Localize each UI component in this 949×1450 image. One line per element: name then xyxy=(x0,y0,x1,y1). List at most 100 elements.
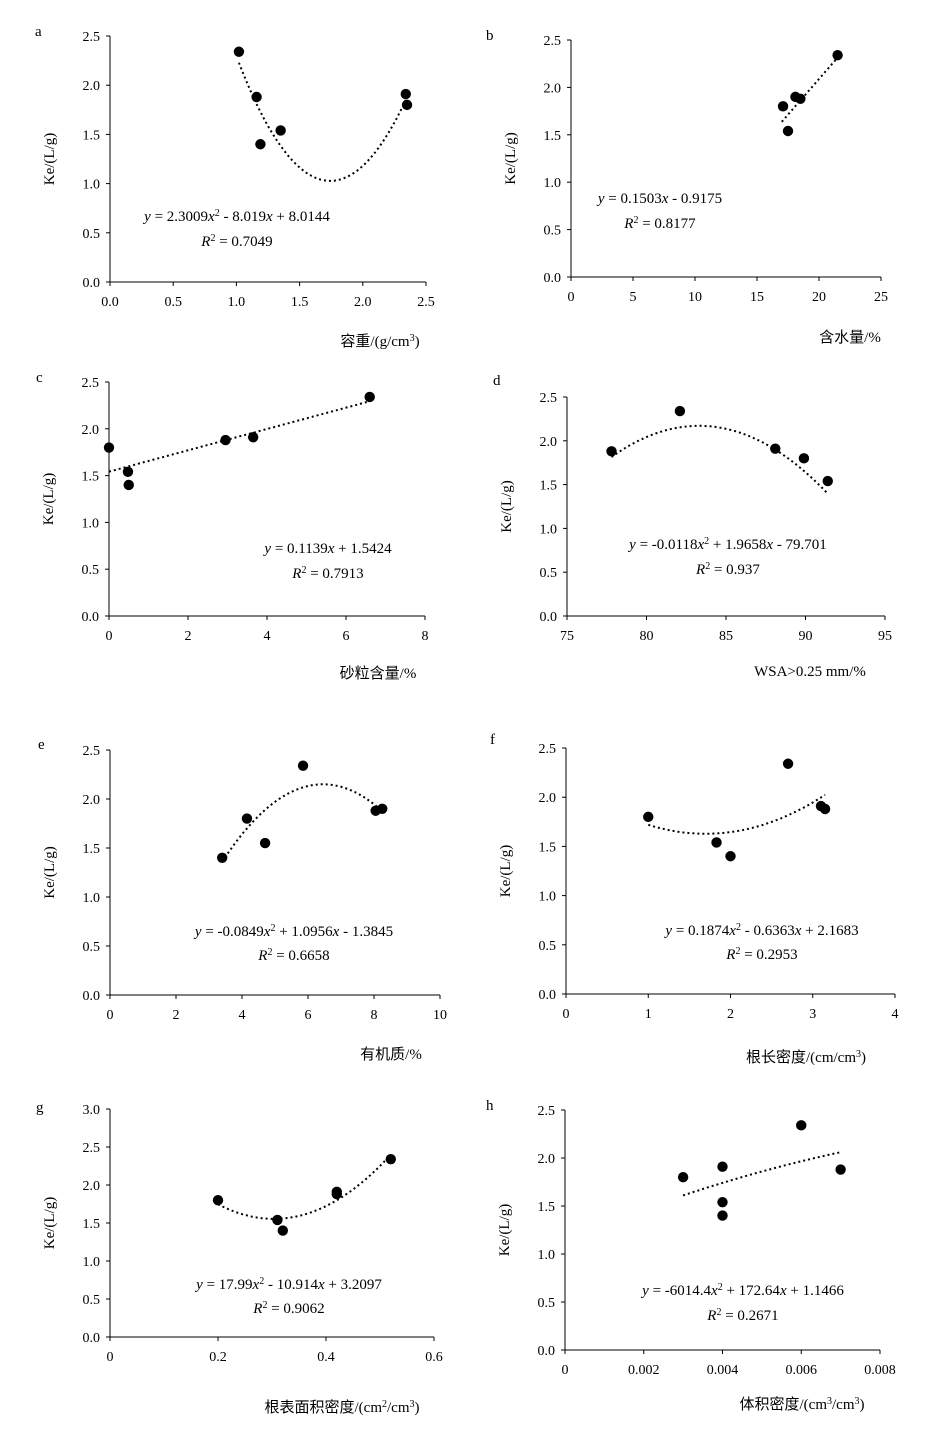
y-axis-label: Ke/(L/g) xyxy=(499,480,515,532)
y-axis-label: Ke/(L/g) xyxy=(41,473,57,525)
data-point xyxy=(247,432,259,443)
y-tick-label: 0.5 xyxy=(83,940,101,955)
data-point xyxy=(717,1161,728,1172)
y-axis-label: Ke/(L/g) xyxy=(42,846,58,898)
x-tick-label: 10 xyxy=(688,290,702,305)
data-point xyxy=(674,405,686,417)
x-tick-label: 10 xyxy=(433,1008,447,1023)
panel-letter: h xyxy=(486,1098,494,1114)
y-tick-label: 0.5 xyxy=(538,1296,556,1311)
x-tick-label: 25 xyxy=(874,290,888,305)
y-axis-label: Ke/(L/g) xyxy=(503,132,519,184)
y-tick-label: 0.0 xyxy=(83,276,101,291)
x-tick-label: 80 xyxy=(640,629,654,644)
r-squared: R2 = 0.6658 xyxy=(257,947,329,965)
y-axis-label: Ke/(L/g) xyxy=(42,1197,58,1249)
trend-line xyxy=(237,62,408,182)
y-tick-label: 1.5 xyxy=(540,479,558,494)
panel-letter: b xyxy=(486,28,494,44)
data-point xyxy=(220,434,231,446)
r-squared: R2 = 0.9062 xyxy=(252,1300,324,1318)
regression-equation: y = -0.0118x2 + 1.9658x - 79.701 xyxy=(627,536,827,554)
panel-letter: a xyxy=(35,24,42,40)
y-tick-label: 2.5 xyxy=(544,34,562,49)
panel-letter: g xyxy=(36,1100,44,1116)
regression-equation: y = -6014.4x2 + 172.64x + 1.1466 xyxy=(640,1282,844,1300)
trend-line xyxy=(781,54,841,123)
x-axis-label: 容重/(g/cm3) xyxy=(340,333,419,351)
trend-line xyxy=(217,1154,392,1220)
trend-line xyxy=(221,783,383,863)
panel-h: h 0.0 0.5 1.0 1.5 2.0 2.5 0 0.002 0.004 0.006 0.008… xyxy=(486,1098,896,1413)
panel-f: f 0.0 0.5 1.0 1.5 2.0 2.5 0 1 2 3 4 Ke/(L/g) 根长密度/(cm… xyxy=(490,732,899,1066)
x-tick-label: 1.0 xyxy=(228,295,246,310)
data-point xyxy=(606,446,617,457)
regression-equation: y = -0.0849x2 + 1.0956x - 1.3845 xyxy=(193,923,393,941)
y-tick-label: 3.0 xyxy=(83,1103,101,1118)
panel-a: a 0.0 0.5 1.0 1.5 2.0 2.5 0.0 0.5 1.0 1.5 2.0 2.5 Ke/… xyxy=(35,24,435,350)
data-point xyxy=(711,837,722,848)
x-tick-label: 0.2 xyxy=(209,1350,227,1365)
y-tick-label: 1.0 xyxy=(83,178,101,193)
y-tick-label: 0.0 xyxy=(83,989,101,1004)
panel-letter: e xyxy=(38,737,45,753)
x-tick-label: 0 xyxy=(568,290,575,305)
y-tick-label: 0.0 xyxy=(539,988,557,1003)
data-point xyxy=(385,1153,396,1165)
x-tick-label: 0.002 xyxy=(628,1363,660,1378)
x-axis-label: 根表面积密度/(cm2/cm3) xyxy=(265,1399,420,1417)
regression-equation: y = 17.99x2 - 10.914x + 3.2097 xyxy=(194,1276,382,1294)
y-tick-label: 1.0 xyxy=(82,516,100,531)
x-tick-label: 2 xyxy=(185,629,192,644)
data-point xyxy=(251,91,262,103)
x-tick-label: 6 xyxy=(305,1008,312,1023)
r-squared: R2 = 0.8177 xyxy=(623,215,696,233)
y-tick-label: 2.0 xyxy=(544,81,562,96)
r-squared: R2 = 0.7913 xyxy=(291,565,363,583)
x-tick-label: 0.008 xyxy=(864,1363,896,1378)
x-tick-label: 0 xyxy=(106,629,113,644)
data-point xyxy=(277,1225,288,1236)
y-tick-label: 2.5 xyxy=(539,742,557,757)
x-tick-label: 8 xyxy=(371,1008,378,1023)
data-point xyxy=(717,1210,728,1221)
panel-b: b 0.0 0.5 1.0 1.5 2.0 2.5 0 5 10 15 20 25 Ke/(L/g) 含水量… xyxy=(486,28,888,346)
regression-equation: y = 0.1874x2 - 0.6363x + 2.1683 xyxy=(663,922,858,940)
data-point xyxy=(123,479,134,491)
data-point xyxy=(677,1172,689,1183)
trend-line xyxy=(610,424,829,495)
regression-equation: y = 2.3009x2 - 8.019x + 8.0144 xyxy=(142,208,330,226)
panel-letter: f xyxy=(490,732,495,748)
y-tick-label: 2.5 xyxy=(83,30,101,45)
y-tick-label: 2.0 xyxy=(82,423,100,438)
data-point xyxy=(275,125,286,136)
y-tick-label: 0.5 xyxy=(82,563,100,578)
trend-line xyxy=(682,1151,841,1197)
x-tick-label: 2 xyxy=(727,1007,734,1022)
x-tick-label: 2.5 xyxy=(417,295,435,310)
x-tick-label: 0 xyxy=(107,1008,114,1023)
data-point xyxy=(400,88,411,100)
data-point xyxy=(725,851,736,862)
data-point xyxy=(401,99,413,111)
data-point xyxy=(364,391,375,403)
data-point xyxy=(643,811,654,823)
y-tick-label: 1.5 xyxy=(83,1217,101,1232)
y-tick-label: 0.5 xyxy=(539,939,557,954)
y-tick-label: 0.5 xyxy=(540,566,558,581)
x-tick-label: 95 xyxy=(878,629,892,644)
y-tick-label: 2.0 xyxy=(83,1179,101,1194)
panel-d: d 0.0 0.5 1.0 1.5 2.0 2.5 75 80 85 90 95 Ke/(L/g) WSA… xyxy=(493,373,892,680)
data-point xyxy=(217,852,228,863)
x-tick-label: 75 xyxy=(560,629,574,644)
x-tick-label: 8 xyxy=(422,629,429,644)
x-tick-label: 0.006 xyxy=(786,1363,818,1378)
y-tick-label: 1.5 xyxy=(83,842,101,857)
x-tick-label: 0.6 xyxy=(425,1350,443,1365)
y-tick-label: 0.5 xyxy=(83,227,101,242)
y-tick-label: 1.5 xyxy=(539,840,557,855)
x-tick-label: 6 xyxy=(343,629,350,644)
data-point xyxy=(241,813,253,824)
y-tick-label: 0.0 xyxy=(83,1331,101,1346)
